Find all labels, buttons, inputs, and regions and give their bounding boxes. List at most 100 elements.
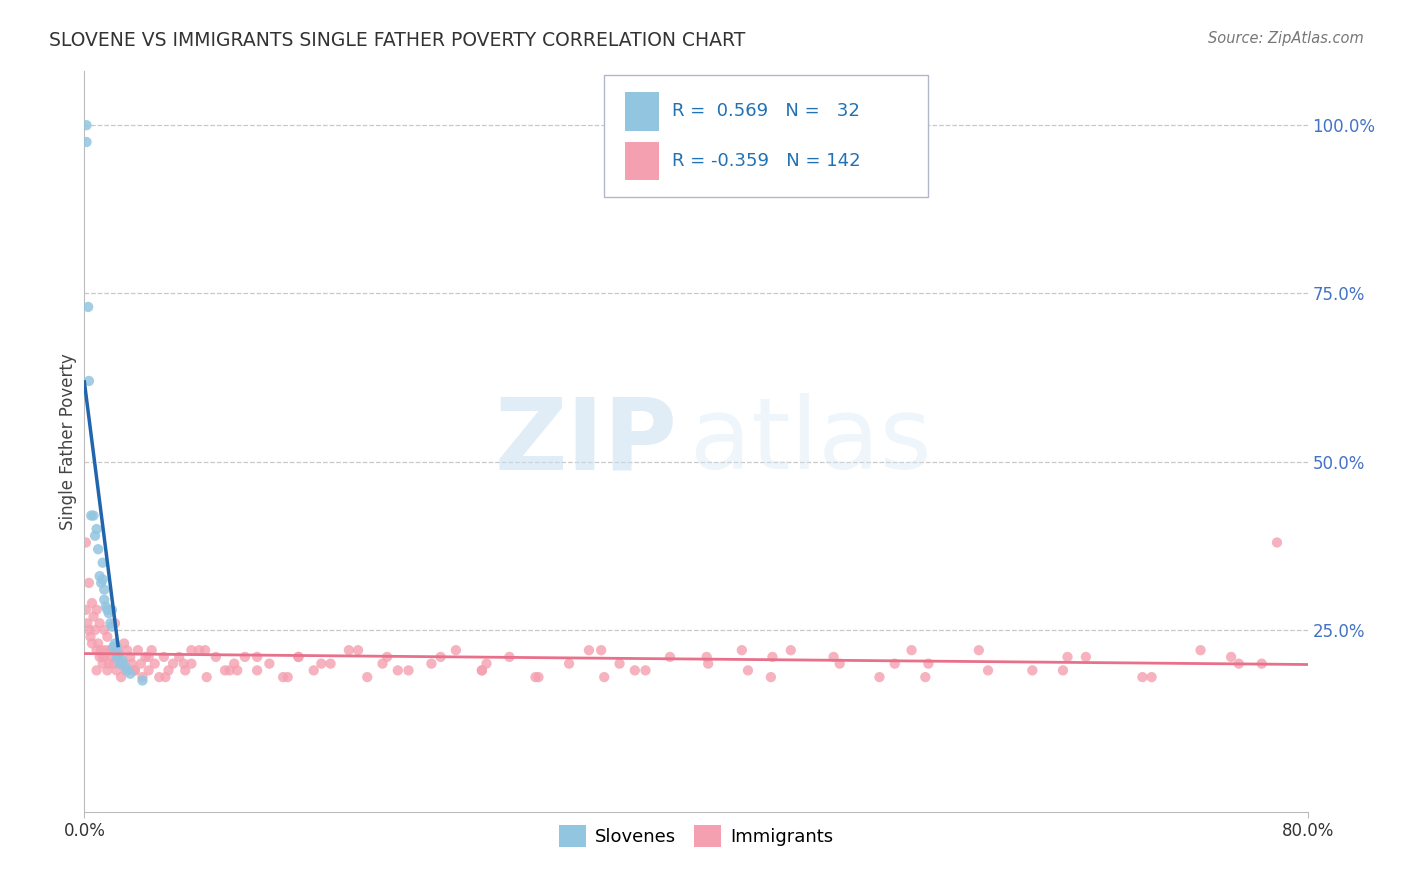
Point: [107, 643, 129, 657]
Text: atlas: atlas: [690, 393, 932, 490]
Text: R =  0.569   N =   32: R = 0.569 N = 32: [672, 103, 859, 120]
Point: [155, 670, 177, 684]
Point: [624, 664, 647, 678]
Point: [1074, 649, 1097, 664]
Point: [87, 542, 110, 557]
Point: [101, 603, 124, 617]
Point: [91, 556, 114, 570]
Point: [167, 649, 190, 664]
Point: [111, 657, 134, 671]
Legend: Slovenes, Immigrants: Slovenes, Immigrants: [551, 818, 841, 855]
Point: [246, 649, 269, 664]
Point: [98, 643, 121, 657]
Point: [914, 670, 936, 684]
Point: [84, 623, 107, 637]
Point: [91, 573, 114, 587]
Point: [77, 300, 100, 314]
Point: [96, 664, 118, 678]
Point: [180, 643, 202, 657]
Point: [883, 657, 905, 671]
Text: SLOVENE VS IMMIGRANTS SINGLE FATHER POVERTY CORRELATION CHART: SLOVENE VS IMMIGRANTS SINGLE FATHER POVE…: [49, 31, 745, 50]
Point: [83, 609, 105, 624]
Point: [558, 657, 581, 671]
FancyBboxPatch shape: [605, 75, 928, 197]
Point: [115, 664, 138, 678]
Point: [634, 664, 657, 678]
Point: [91, 657, 114, 671]
Point: [779, 643, 801, 657]
Point: [174, 664, 197, 678]
Point: [90, 643, 112, 657]
Point: [967, 643, 990, 657]
Bar: [626, 142, 659, 180]
Point: [828, 657, 851, 671]
Point: [80, 596, 103, 610]
Point: [89, 649, 111, 664]
Point: [80, 508, 103, 523]
Point: [103, 657, 125, 671]
Point: [471, 664, 494, 678]
Text: R = -0.359   N = 142: R = -0.359 N = 142: [672, 152, 860, 170]
Point: [107, 647, 129, 661]
Point: [1189, 643, 1212, 657]
Point: [114, 664, 136, 678]
Point: [90, 575, 112, 590]
Point: [75, 603, 97, 617]
Point: [131, 673, 153, 688]
Point: [246, 664, 269, 678]
Point: [591, 643, 613, 657]
Point: [86, 522, 108, 536]
Point: [471, 664, 494, 678]
Point: [124, 664, 146, 678]
Point: [86, 603, 108, 617]
Point: [1227, 657, 1250, 671]
Point: [761, 649, 783, 664]
Point: [129, 657, 152, 671]
Point: [114, 660, 136, 674]
Point: [104, 616, 127, 631]
Text: ZIP: ZIP: [495, 393, 678, 490]
Point: [759, 670, 782, 684]
Point: [1250, 657, 1272, 671]
Point: [141, 643, 163, 657]
Point: [398, 664, 420, 678]
Point: [153, 649, 176, 664]
Point: [148, 670, 170, 684]
Point: [900, 643, 922, 657]
Point: [101, 649, 124, 664]
Point: [104, 643, 127, 657]
Point: [731, 643, 754, 657]
Point: [287, 649, 309, 664]
Point: [103, 640, 125, 654]
Point: [157, 664, 180, 678]
Point: [94, 643, 117, 657]
Point: [97, 606, 120, 620]
Point: [375, 649, 398, 664]
Point: [578, 643, 600, 657]
Point: [475, 657, 498, 671]
Point: [527, 670, 550, 684]
Point: [259, 657, 281, 671]
Point: [135, 649, 157, 664]
Point: [105, 649, 128, 664]
Point: [101, 620, 124, 634]
Point: [356, 670, 378, 684]
Point: [1220, 649, 1243, 664]
Point: [76, 135, 98, 149]
Point: [524, 670, 547, 684]
Point: [302, 664, 325, 678]
Point: [659, 649, 682, 664]
Point: [115, 643, 138, 657]
Point: [1265, 535, 1288, 549]
Point: [89, 616, 111, 631]
Point: [112, 636, 135, 650]
Point: [97, 657, 120, 671]
Point: [86, 664, 108, 678]
Point: [110, 670, 132, 684]
Point: [287, 649, 309, 664]
Point: [218, 664, 240, 678]
Point: [226, 664, 249, 678]
Point: [387, 664, 409, 678]
Point: [188, 643, 211, 657]
Point: [96, 603, 118, 617]
